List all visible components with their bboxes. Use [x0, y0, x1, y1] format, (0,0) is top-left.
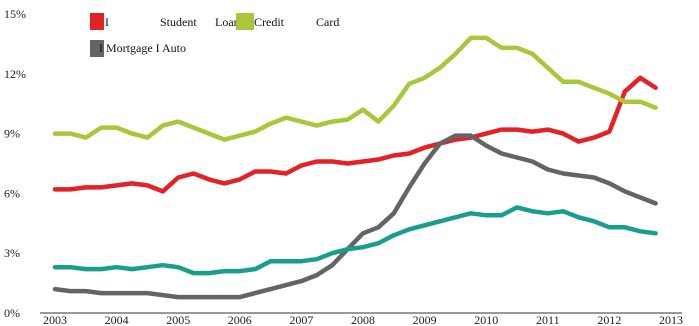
series-line-auto [52, 205, 658, 276]
y-axis: 0% 3% 6% 9% 12% 15% [4, 7, 26, 320]
x-tick-label: 2008 [351, 313, 375, 326]
x-tick-label: 2012 [597, 313, 621, 326]
series-line-mortgage [52, 133, 658, 300]
series-line-student-loan [52, 75, 658, 194]
legend-marker-student-loan: I [105, 15, 109, 29]
x-tick-label: 2005 [166, 313, 190, 326]
y-tick-label: 12% [4, 67, 26, 81]
legend-label-credit: Credit [254, 15, 285, 29]
legend-swatch-mortgage [90, 40, 104, 57]
y-tick-label: 6% [4, 186, 20, 200]
series-line-credit-card [52, 35, 658, 142]
x-tick-label: 2013 [659, 313, 683, 326]
x-tick-label: 2006 [228, 313, 252, 326]
legend-label-mortgage-auto: I Mortgage I Auto [99, 41, 186, 55]
y-tick-label: 3% [4, 246, 20, 260]
x-tick-label: 2004 [105, 313, 129, 326]
legend: I Student Loan Credit Card I Mortgage I … [90, 13, 339, 57]
legend-swatch-student-loan [90, 13, 104, 30]
y-tick-label: 15% [4, 7, 26, 21]
x-tick-label: 2010 [474, 313, 498, 326]
y-tick-label: 9% [4, 127, 20, 141]
x-tick-label: 2011 [536, 313, 560, 326]
x-tick-label: 2003 [43, 313, 67, 326]
legend-label-student: Student [160, 15, 197, 29]
y-tick-label: 0% [4, 306, 20, 320]
x-tick-label: 2007 [289, 313, 313, 326]
series-layer [52, 35, 658, 300]
x-tick-label: 2009 [413, 313, 437, 326]
legend-swatch-credit-card [236, 13, 254, 30]
x-axis: 2003 2004 2005 2006 2007 2008 2009 2010 2011 2012… [40, 312, 683, 326]
legend-label-loan: Loan [215, 15, 240, 29]
legend-label-card: Card [316, 15, 339, 29]
